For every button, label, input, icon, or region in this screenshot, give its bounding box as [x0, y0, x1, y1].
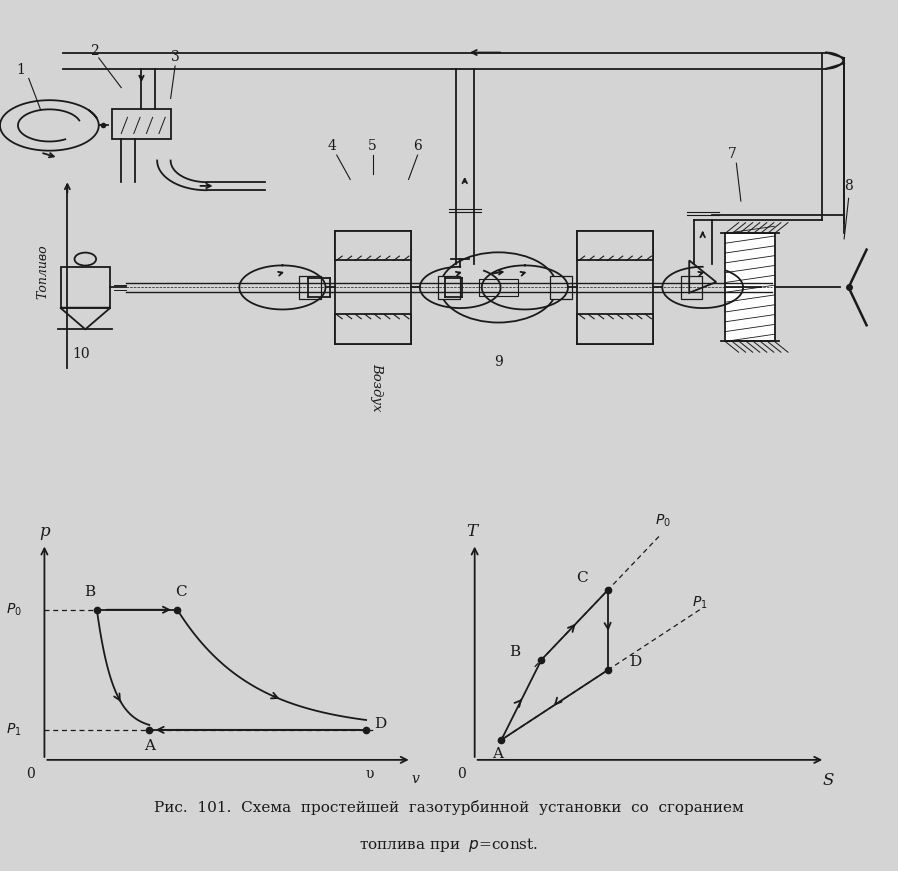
Text: S: S — [823, 772, 834, 789]
Text: 0: 0 — [26, 766, 35, 781]
Bar — [726, 233, 774, 341]
Bar — [550, 275, 572, 300]
Text: A: A — [492, 746, 504, 761]
Text: $P_1$: $P_1$ — [691, 595, 708, 611]
Text: Воздух: Воздух — [371, 363, 383, 412]
Bar — [61, 267, 110, 307]
Text: p: p — [40, 523, 49, 540]
Bar — [577, 231, 653, 344]
Bar — [112, 109, 171, 139]
Text: C: C — [576, 571, 587, 584]
Text: υ: υ — [365, 766, 374, 781]
Text: B: B — [509, 645, 520, 658]
Bar — [577, 231, 653, 260]
Bar — [334, 231, 411, 344]
Text: Топливо: Топливо — [37, 244, 49, 299]
Text: Рис.  101.  Схема  простейшей  газотурбинной  установки  со  сгоранием: Рис. 101. Схема простейшей газотурбинной… — [154, 800, 744, 815]
Text: T: T — [466, 523, 477, 540]
Bar — [334, 231, 411, 260]
Text: $P_0$: $P_0$ — [655, 513, 671, 529]
Text: $P_1$: $P_1$ — [6, 722, 22, 738]
Text: 10: 10 — [72, 347, 90, 361]
Bar — [438, 275, 460, 300]
Bar — [479, 280, 518, 295]
Text: 2: 2 — [90, 44, 99, 58]
Text: 7: 7 — [727, 147, 736, 161]
Text: D: D — [629, 655, 641, 669]
Text: A: A — [144, 739, 154, 753]
Text: 5: 5 — [368, 138, 377, 152]
Text: 1: 1 — [16, 63, 25, 78]
Text: 6: 6 — [413, 138, 422, 152]
Bar — [299, 275, 321, 300]
Text: $P_0$: $P_0$ — [5, 602, 22, 618]
Bar — [334, 314, 411, 344]
Text: 4: 4 — [328, 138, 337, 152]
Text: топлива при  $p$=const.: топлива при $p$=const. — [359, 836, 539, 854]
Text: 0: 0 — [457, 766, 466, 781]
Text: C: C — [175, 584, 187, 598]
Text: 3: 3 — [171, 50, 180, 64]
Text: 9: 9 — [494, 354, 503, 368]
Bar — [681, 275, 702, 300]
Text: B: B — [84, 584, 95, 598]
Text: 8: 8 — [844, 179, 853, 193]
Text: D: D — [374, 717, 386, 731]
Text: v: v — [411, 772, 419, 786]
Bar — [577, 314, 653, 344]
